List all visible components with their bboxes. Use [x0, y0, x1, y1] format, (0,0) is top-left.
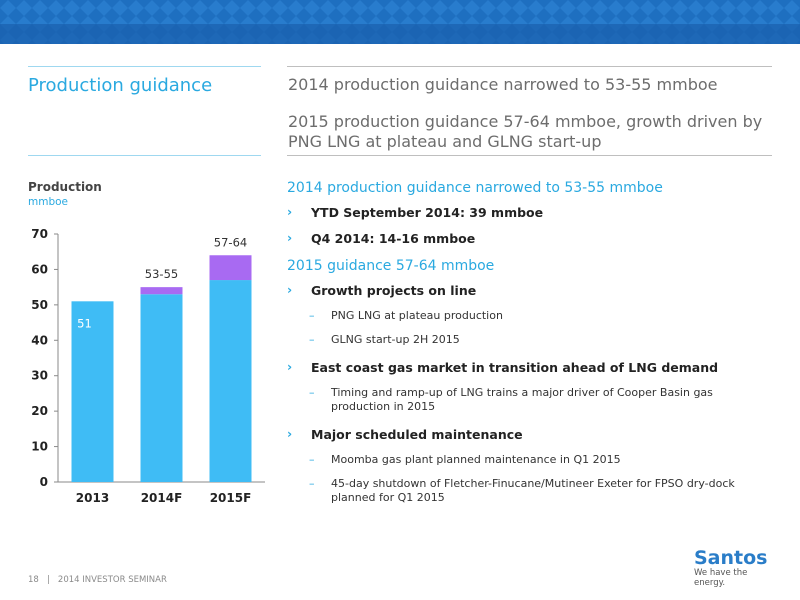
title-rule-bottom: [28, 155, 261, 156]
headline-rule-bottom: [287, 155, 772, 156]
footer: 18 | 2014 INVESTOR SEMINAR: [28, 575, 167, 585]
banner-pattern: [0, 0, 800, 44]
top-banner: [0, 0, 800, 44]
santos-logo: Santos We have the energy.: [694, 548, 774, 588]
title-rule-top: [28, 66, 261, 67]
chevron-right-icon: ›: [287, 282, 293, 297]
logo-tagline: We have the energy.: [694, 568, 748, 588]
footer-separator: |: [46, 575, 50, 585]
x-tick-label: 2015F: [210, 491, 252, 505]
sub-png: – PNG LNG at plateau production: [287, 309, 767, 323]
heading-2015: 2015 guidance 57-64 mmboe: [287, 258, 495, 274]
sub-shutdown: – 45-day shutdown of Fletcher-Finucane/M…: [287, 477, 767, 505]
chevron-right-icon: ›: [287, 230, 293, 245]
chevron-right-icon: ›: [287, 204, 293, 219]
bar-2015F-s0: [209, 280, 252, 482]
data-label: 51: [77, 316, 92, 330]
chevron-right-icon: ›: [287, 359, 293, 374]
y-tick-label: 0: [40, 475, 48, 489]
footer-event: 2014 INVESTOR SEMINAR: [57, 575, 167, 585]
bullet-east-text: East coast gas market in transition ahea…: [311, 360, 719, 375]
bullet-growth: › Growth projects on line: [287, 282, 767, 298]
bar-2013-s0: [71, 301, 114, 482]
sub-png-text: PNG LNG at plateau production: [331, 309, 503, 322]
bullet-growth-text: Growth projects on line: [311, 283, 477, 298]
bar-2015F-s1: [209, 255, 252, 281]
chevron-right-icon: ›: [287, 426, 293, 441]
data-label: 53-55: [145, 267, 178, 281]
y-tick-label: 60: [31, 262, 48, 276]
sub-moomba-text: Moomba gas plant planned maintenance in …: [331, 453, 621, 466]
dash-icon: –: [309, 333, 315, 346]
dash-icon: –: [309, 386, 315, 399]
headline-rule-top: [287, 66, 772, 67]
data-label: 57-64: [214, 235, 247, 249]
x-tick-label: 2014F: [141, 491, 183, 505]
dash-icon: –: [309, 477, 315, 490]
heading-2014: 2014 production guidance narrowed to 53-…: [287, 180, 663, 196]
dash-icon: –: [309, 453, 315, 466]
y-tick-label: 20: [31, 404, 48, 418]
sub-glng: – GLNG start-up 2H 2015: [287, 333, 767, 347]
headline-1: 2014 production guidance narrowed to 53-…: [288, 75, 718, 94]
sub-glng-text: GLNG start-up 2H 2015: [331, 333, 460, 346]
bullet-ytd-text: YTD September 2014: 39 mmboe: [311, 205, 544, 220]
guidance-content: 2014 production guidance narrowed to 53-…: [287, 180, 767, 515]
bullet-east: › East coast gas market in transition ah…: [287, 359, 767, 375]
chart-unit: mmboe: [28, 196, 69, 208]
bullet-maint: › Major scheduled maintenance: [287, 426, 767, 442]
sub-moomba: – Moomba gas plant planned maintenance i…: [287, 453, 767, 467]
y-tick-label: 40: [31, 333, 48, 347]
dash-icon: –: [309, 309, 315, 322]
section-title: Production guidance: [28, 75, 213, 96]
bullet-q4-text: Q4 2014: 14-16 mmboe: [311, 231, 476, 246]
x-tick-label: 2013: [76, 491, 109, 505]
sub-timing: – Timing and ramp-up of LNG trains a maj…: [287, 386, 767, 414]
bar-2014F-s0: [140, 294, 183, 482]
bullet-maint-text: Major scheduled maintenance: [311, 427, 523, 442]
sub-shutdown-text: 45-day shutdown of Fletcher-Finucane/Mut…: [331, 477, 735, 504]
sub-timing-text: Timing and ramp-up of LNG trains a major…: [331, 386, 713, 413]
page-number: 18: [28, 575, 39, 585]
headline-2: 2015 production guidance 57-64 mmboe, gr…: [288, 112, 763, 151]
y-tick-label: 70: [31, 227, 48, 241]
y-tick-label: 50: [31, 298, 48, 312]
y-tick-label: 10: [31, 440, 48, 454]
y-tick-label: 30: [31, 369, 48, 383]
chart-title: Production: [28, 180, 102, 194]
production-chart: 0 10 20 30 40 50 60 70 2013 51 2014F 53-55 2015F 57-6…: [31, 227, 265, 505]
bullet-ytd: › YTD September 2014: 39 mmboe: [287, 204, 767, 220]
bar-2014F-s1: [140, 287, 183, 295]
bullet-q4: › Q4 2014: 14-16 mmboe: [287, 230, 767, 246]
logo-name: Santos: [694, 547, 768, 569]
